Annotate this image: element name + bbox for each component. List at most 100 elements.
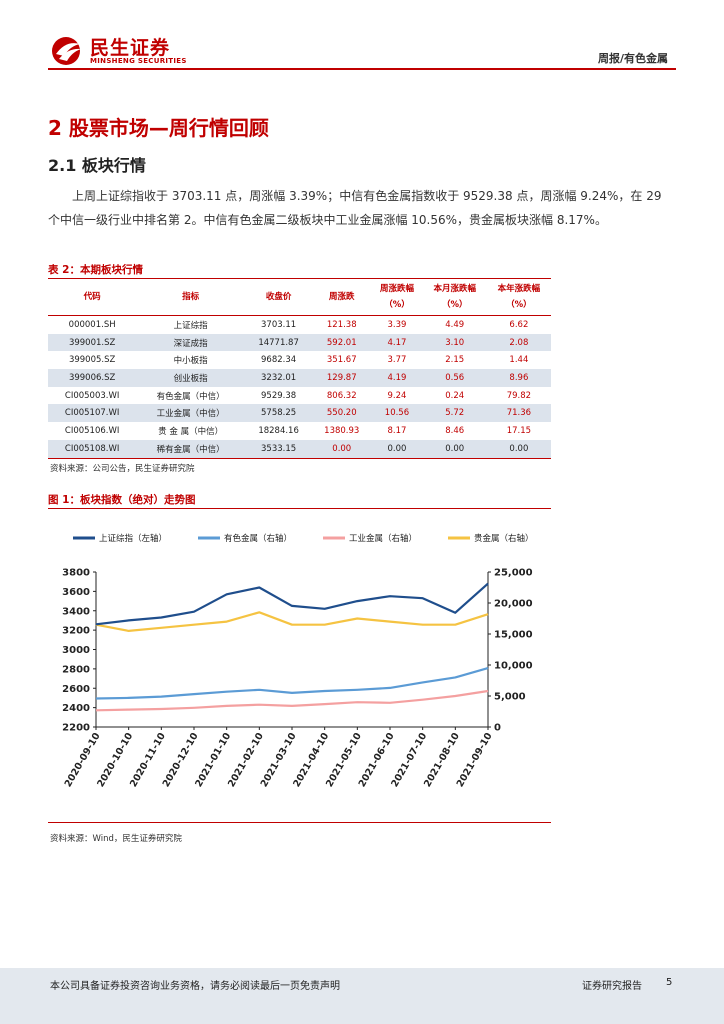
summary-text: 上周上证综指收于 3703.11 点，周涨幅 3.39%；中信有色金属指数收于 … [48, 189, 662, 227]
table-cell: 399006.SZ [48, 369, 137, 387]
table-cell: 121.38 [326, 319, 357, 330]
table-cell: 000001.SH [68, 319, 116, 330]
legend-label: 工业金属（右轴） [349, 533, 417, 544]
right-tick-label: 5,000 [494, 692, 526, 703]
table-header-cell: 周涨跌幅 （%） [371, 279, 423, 316]
legend-label: 有色金属（右轴） [224, 533, 292, 544]
table-cell: 0.00 [422, 439, 487, 459]
table-source: 资料来源：公司公告，民生证券研究院 [50, 464, 195, 474]
table-cell: CI005108.WI [48, 439, 137, 459]
logo-en-text: MINSHENG SECURITIES [90, 57, 187, 65]
table-cell: 1380.93 [324, 425, 360, 436]
table-cell: 3.10 [422, 333, 487, 352]
table-cell: 深证成指 [136, 333, 245, 352]
table-cell: 贵 金 属（中信） [158, 426, 224, 437]
x-tick-label: 2021-09-10 [455, 731, 495, 789]
table-cell: 有色金属（中信） [156, 391, 225, 402]
table-cell: 2.15 [445, 355, 465, 366]
right-tick-label: 20,000 [494, 599, 533, 610]
footer-disclaimer: 本公司具备证券投资咨询业务资格，请务必阅读最后一页免责声明 [50, 981, 340, 992]
table-cell: 5758.25 [244, 404, 313, 423]
table-cell: 129.87 [312, 369, 372, 387]
left-tick-label: 2600 [62, 684, 90, 695]
left-tick-label: 3000 [62, 645, 90, 656]
table-row: CI005108.WI 稀有金属（中信） 3533.15 0.00 0.00 0.00 0.… [48, 439, 551, 459]
table-cell: 上证综指 [173, 320, 208, 331]
left-tick-label: 2800 [62, 664, 90, 675]
table-cell: CI005107.WI [48, 404, 137, 423]
table-cell: 71.36 [486, 404, 551, 423]
table-cell: 351.67 [326, 355, 357, 366]
figure-caption: 图 1：板块指数（绝对）走势图 [48, 494, 196, 506]
table-cell: 9529.38 [261, 390, 297, 401]
series-line [95, 689, 489, 712]
section-title: 2 股票市场—周行情回顾 [48, 116, 269, 140]
table-cell: 稀有金属（中信） [136, 439, 245, 459]
table-cell: 3.39 [387, 319, 407, 330]
table-header-row: 代码 指标 收盘价 周涨跌 周涨跌幅 （%） 本月涨跌幅 （%） 本年涨跌幅 （%） [48, 279, 551, 316]
minsheng-logo-icon [52, 37, 81, 65]
footer-report-type: 证券研究报告 [582, 981, 642, 992]
table-row: CI005003.WI 有色金属（中信） 9529.38 806.32 9.24 0.24… [48, 387, 551, 405]
table-cell: 806.32 [326, 390, 357, 401]
figure-caption-rule [48, 508, 551, 509]
right-tick-label: 25,000 [494, 568, 533, 579]
table-cell: 4.19 [371, 369, 423, 387]
table-cell: 5.72 [422, 404, 487, 423]
table-header-cell: 代码 [48, 279, 137, 316]
table-row: 399005.SZ 中小板指 9682.34 351.67 3.77 2.15 1.44 [48, 351, 551, 369]
table-cell: 3232.01 [244, 369, 313, 387]
table-cell: 17.15 [506, 425, 532, 436]
table-cell: 创业板指 [136, 369, 245, 387]
table-header-cell: 本月涨跌幅 （%） [422, 279, 487, 316]
right-tick-label: 0 [494, 723, 501, 734]
series-line [95, 611, 489, 633]
table-header-cell: 指标 [136, 279, 245, 316]
table-cell: 0.00 [312, 439, 372, 459]
table-cell: 10.56 [371, 404, 423, 423]
table-header-cell: 周涨跌 [312, 279, 372, 316]
page-number: 5 [666, 977, 673, 988]
sector-table: 代码 指标 收盘价 周涨跌 周涨跌幅 （%） 本月涨跌幅 （%） 本年涨跌幅 （%） 000001… [48, 279, 551, 459]
series-line [95, 582, 489, 626]
table-cell: 8.17 [387, 425, 407, 436]
table-cell: 3703.11 [261, 319, 297, 330]
table-cell: 工业金属（中信） [136, 404, 245, 423]
table-cell: 14771.87 [244, 333, 313, 352]
series-line [95, 667, 489, 700]
table-cell: 399005.SZ [68, 355, 116, 366]
table-row: 399006.SZ 创业板指 3232.01 129.87 4.19 0.56 8.96 [48, 369, 551, 387]
right-tick-label: 10,000 [494, 661, 533, 672]
sector-index-chart: 上证综指（左轴） 有色金属（右轴） 工业金属（右轴） 贵金属（右轴） 2200 2400 2… [62, 533, 534, 789]
table-caption: 表 2：本期板块行情 [48, 264, 143, 276]
table-row: 399001.SZ 深证成指 14771.87 592.01 4.17 3.10 2.08 [48, 333, 551, 352]
table-cell: 2.08 [486, 333, 551, 352]
table-header-cell: 本年涨跌幅 （%） [486, 279, 551, 316]
table-header-cell: 收盘价 [244, 279, 313, 316]
right-tick-label: 15,000 [494, 630, 533, 641]
table-caption-rule [48, 278, 551, 279]
table-cell: 9.24 [387, 390, 407, 401]
table-cell: 550.20 [312, 404, 372, 423]
table-cell: 592.01 [312, 333, 372, 352]
legend-label: 贵金属（右轴） [474, 533, 534, 544]
logo-cn-text: 民生证券 [90, 37, 171, 59]
footer-bar [0, 968, 724, 1024]
left-tick-label: 3800 [62, 568, 90, 579]
table-cell: 3.77 [387, 355, 407, 366]
left-tick-label: 2200 [62, 723, 90, 734]
table-cell: 0.00 [486, 439, 551, 459]
summary-paragraph: 上周上证综指收于 3703.11 点，周涨幅 3.39%；中信有色金属指数收于 … [48, 184, 668, 232]
table-cell: 399001.SZ [48, 333, 137, 352]
left-tick-label: 2400 [62, 703, 90, 714]
table-row: CI005107.WI 工业金属（中信） 5758.25 550.20 10.56 5.7… [48, 404, 551, 423]
left-tick-label: 3600 [62, 587, 90, 598]
table-cell: 6.62 [509, 319, 529, 330]
header-divider [48, 68, 676, 70]
table-cell: 0.56 [422, 369, 487, 387]
table-row: 000001.SH 上证综指 3703.11 121.38 3.39 4.49 6.62 [48, 316, 551, 334]
table-cell: 79.82 [506, 390, 532, 401]
subsection-title: 2.1 板块行情 [48, 156, 146, 175]
table-row: CI005106.WI 贵 金 属（中信） 18284.16 1380.93 8.17 8… [48, 422, 551, 440]
legend-label: 上证综指（左轴） [99, 533, 167, 544]
